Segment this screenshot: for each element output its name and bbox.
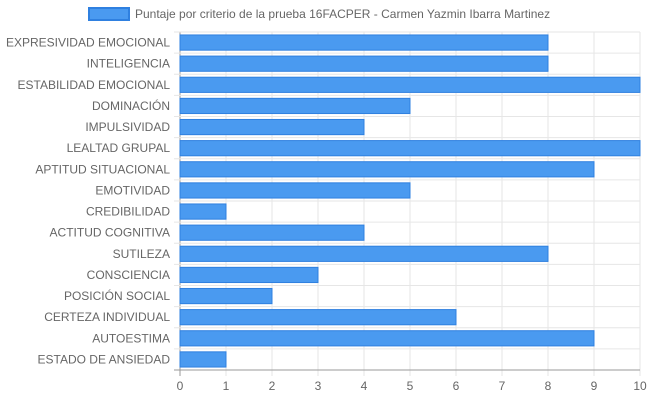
x-tick-label: 4 — [361, 379, 368, 393]
bar[interactable] — [179, 309, 457, 326]
bar[interactable] — [179, 97, 411, 115]
bars — [179, 34, 641, 368]
bar[interactable] — [179, 224, 365, 241]
bar[interactable] — [179, 161, 595, 178]
bar[interactable] — [179, 287, 273, 305]
category-label: ESTADO DE ANSIEDAD — [38, 352, 171, 366]
category-label: INTELIGENCIA — [87, 57, 170, 71]
bar[interactable] — [179, 34, 549, 51]
category-label: CONSCIENCIA — [87, 268, 170, 282]
bar[interactable] — [179, 203, 227, 220]
category-label: POSICIÓN SOCIAL — [64, 288, 170, 303]
x-tick-label: 9 — [591, 379, 598, 393]
x-tick-label: 1 — [223, 379, 230, 393]
category-label: CREDIBILIDAD — [86, 205, 170, 219]
bar[interactable] — [179, 330, 595, 347]
x-tick-label: 7 — [499, 379, 506, 393]
bar[interactable] — [179, 55, 549, 72]
category-label: EXPRESIVIDAD EMOCIONAL — [6, 36, 170, 50]
bar[interactable] — [179, 118, 365, 136]
bar[interactable] — [179, 266, 319, 284]
bar[interactable] — [179, 140, 641, 157]
category-label: LEALTAD GRUPAL — [67, 141, 171, 155]
x-tick-label: 2 — [269, 379, 276, 393]
category-label: DOMINACIÓN — [92, 98, 170, 113]
legend-swatch — [88, 7, 130, 21]
bar[interactable] — [179, 182, 411, 199]
x-tick-label: 6 — [453, 379, 460, 393]
x-tick-label: 10 — [633, 379, 647, 393]
category-label: ACTITUD COGNITIVA — [50, 226, 170, 240]
category-label: SUTILEZA — [113, 247, 170, 261]
category-labels: EXPRESIVIDAD EMOCIONAL INTELIGENCIA ESTABI… — [6, 36, 170, 367]
x-tick-label: 3 — [315, 379, 322, 393]
category-label: CERTEZA INDIVIDUAL — [44, 310, 170, 324]
legend[interactable]: Puntaje por criterio de la prueba 16FACP… — [88, 7, 550, 21]
category-label: EMOTIVIDAD — [95, 183, 170, 197]
x-tick-label: 8 — [545, 379, 552, 393]
bar[interactable] — [179, 245, 549, 262]
category-label: ESTABILIDAD EMOCIONAL — [18, 78, 171, 92]
x-tick-label: 0 — [177, 379, 184, 393]
bar[interactable] — [179, 351, 227, 368]
legend-label: Puntaje por criterio de la prueba 16FACP… — [135, 7, 550, 21]
x-tick-label: 5 — [407, 379, 414, 393]
x-tick-labels: 0 1 2 3 4 5 6 7 8 9 10 — [177, 379, 647, 393]
category-label: IMPULSIVIDAD — [85, 120, 170, 134]
category-label: APTITUD SITUACIONAL — [35, 162, 170, 176]
bar[interactable] — [179, 76, 641, 93]
category-label: AUTOESTIMA — [92, 331, 170, 345]
